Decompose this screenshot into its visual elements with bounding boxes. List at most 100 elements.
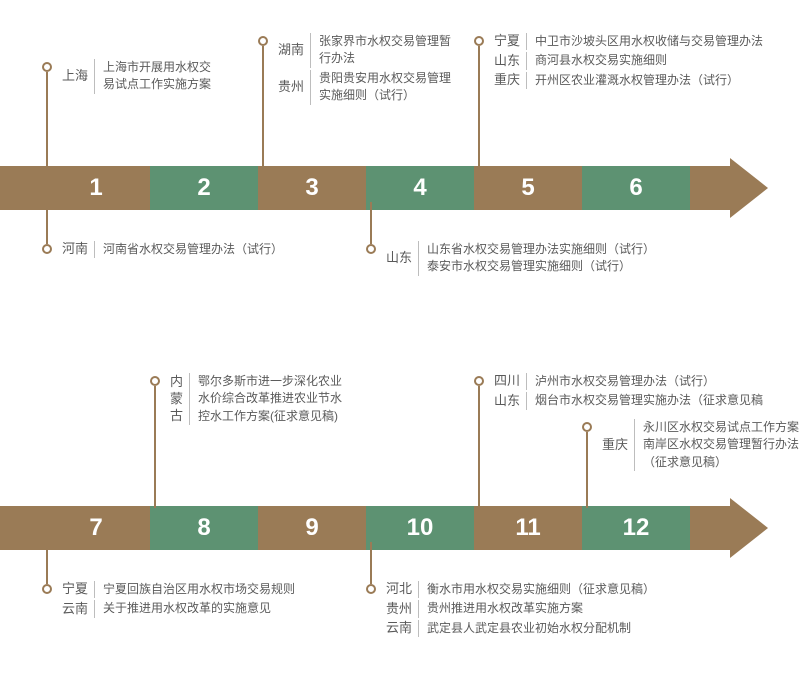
annotation-bottom: 山东山东省水权交易管理办法实施细则（试行）泰安市水权交易管理实施细则（试行） <box>366 244 655 276</box>
annotation-connector-line <box>370 542 372 584</box>
annotation-row: 宁夏中卫市沙坡头区用水权收储与交易管理办法 <box>494 33 763 50</box>
annotation-text-line: 张家界市水权交易管理暂 <box>319 33 451 50</box>
annotation-dot-icon <box>366 584 376 594</box>
annotation-connector-line <box>262 46 264 168</box>
annotation-text-line: 烟台市水权交易管理实施办法（征求意见稿 <box>535 392 763 409</box>
annotation-text-line: （征求意见稿） <box>643 454 799 471</box>
annotation-text-line: 上海市开展用水权交 <box>103 59 211 76</box>
province-label: 山东 <box>494 392 526 409</box>
annotation-row: 云南武定县人武定县农业初始水权分配机制 <box>386 620 655 637</box>
timeline-block: 7 <box>42 506 150 550</box>
annotation-text: 关于推进用水权改革的实施意见 <box>97 600 271 617</box>
annotation-divider <box>526 52 527 69</box>
annotation-row: 山东山东省水权交易管理办法实施细则（试行）泰安市水权交易管理实施细则（试行） <box>386 241 655 276</box>
annotation-content: 重庆永川区水权交易试点工作方案南岸区水权交易管理暂行办法（征求意见稿） <box>602 419 799 471</box>
annotation-text-line: 易试点工作实施方案 <box>103 76 211 93</box>
province-label: 云南 <box>386 620 418 637</box>
annotation-text-line: 水价综合改革推进农业节水 <box>198 390 342 407</box>
annotation-row: 内蒙古鄂尔多斯市进一步深化农业水价综合改革推进农业节水控水工作方案(征求意见稿) <box>170 373 342 425</box>
annotation-divider <box>526 33 527 50</box>
annotation-connector-line <box>370 202 372 244</box>
annotation-text-line: 行办法 <box>319 50 451 67</box>
annotation-connector-line <box>478 46 480 168</box>
annotation-text-line: 鄂尔多斯市进一步深化农业 <box>198 373 342 390</box>
province-label: 山东 <box>386 241 418 276</box>
annotation-dot-icon <box>42 244 52 254</box>
province-label: 湖南 <box>278 33 310 68</box>
province-label: 贵州 <box>386 600 418 617</box>
annotation-connector-line <box>586 432 588 508</box>
annotation-row: 云南关于推进用水权改革的实施意见 <box>62 600 295 617</box>
annotation-content: 宁夏中卫市沙坡头区用水权收储与交易管理办法山东商河县水权交易实施细则重庆开州区农… <box>494 33 763 89</box>
province-label: 宁夏 <box>494 33 526 50</box>
annotation-row: 上海上海市开展用水权交易试点工作实施方案 <box>62 59 211 94</box>
annotation-text-line: 实施细则（试行） <box>319 87 451 104</box>
timeline-block: 9 <box>258 506 366 550</box>
annotation-text: 宁夏回族自治区用水权市场交易规则 <box>97 581 295 598</box>
annotation-row: 重庆开州区农业灌溉水权管理办法（试行） <box>494 72 763 89</box>
annotation-text: 永川区水权交易试点工作方案南岸区水权交易管理暂行办法（征求意见稿） <box>637 419 799 471</box>
annotation-text: 泸州市水权交易管理办法（试行） <box>529 373 715 390</box>
annotation-text-line: 山东省水权交易管理办法实施细则（试行） <box>427 241 655 258</box>
arrow-head-icon <box>730 498 768 558</box>
annotation-text-line: 关于推进用水权改革的实施意见 <box>103 600 271 617</box>
annotation-content: 河南河南省水权交易管理办法（试行） <box>62 241 283 258</box>
province-label: 重庆 <box>602 419 634 471</box>
annotation-text: 贵州推进用水权改革实施方案 <box>421 600 583 617</box>
timeline-block: 11 <box>474 506 582 550</box>
annotation-text: 上海市开展用水权交易试点工作实施方案 <box>97 59 211 94</box>
annotation-text-line: 开州区农业灌溉水权管理办法（试行） <box>535 72 739 89</box>
timeline-block: 12 <box>582 506 690 550</box>
arrow-head-icon <box>730 158 768 218</box>
annotation-row: 山东烟台市水权交易管理实施办法（征求意见稿 <box>494 392 763 409</box>
annotation-bottom: 河北衡水市用水权交易实施细则（征求意见稿）贵州贵州推进用水权改革实施方案云南武定… <box>366 584 655 637</box>
province-label: 宁夏 <box>62 581 94 598</box>
annotation-text-line: 永川区水权交易试点工作方案 <box>643 419 799 436</box>
annotation-content: 四川泸州市水权交易管理办法（试行）山东烟台市水权交易管理实施办法（征求意见稿 <box>494 373 763 410</box>
timeline-lead <box>0 166 42 210</box>
province-label: 内蒙古 <box>170 373 189 425</box>
annotation-divider <box>418 620 419 637</box>
annotation-text-line: 南岸区水权交易管理暂行办法 <box>643 436 799 453</box>
annotation-row: 山东商河县水权交易实施细则 <box>494 52 763 69</box>
timeline-bar: 789101112 <box>0 498 768 558</box>
timeline-block: 6 <box>582 166 690 210</box>
annotation-top: 湖南张家界市水权交易管理暂行办法贵州贵阳贵安用水权交易管理实施细则（试行） <box>258 36 451 105</box>
annotation-divider <box>94 581 95 598</box>
annotation-dot-icon <box>474 36 484 46</box>
annotation-text-line: 宁夏回族自治区用水权市场交易规则 <box>103 581 295 598</box>
annotation-text-line: 衡水市用水权交易实施细则（征求意见稿） <box>427 581 655 598</box>
annotation-row: 湖南张家界市水权交易管理暂行办法 <box>278 33 451 68</box>
annotation-divider <box>310 33 311 68</box>
annotation-text-line: 泰安市水权交易管理实施细则（试行） <box>427 258 655 275</box>
province-label: 云南 <box>62 600 94 617</box>
annotation-text: 山东省水权交易管理办法实施细则（试行）泰安市水权交易管理实施细则（试行） <box>421 241 655 276</box>
annotation-dot-icon <box>366 244 376 254</box>
annotation-text-line: 商河县水权交易实施细则 <box>535 52 667 69</box>
annotation-divider <box>418 241 419 276</box>
annotation-dot-icon <box>582 422 592 432</box>
annotation-dot-icon <box>258 36 268 46</box>
annotation-content: 河北衡水市用水权交易实施细则（征求意见稿）贵州贵州推进用水权改革实施方案云南武定… <box>386 581 655 637</box>
timeline-bar: 123456 <box>0 158 768 218</box>
annotation-text-line: 河南省水权交易管理办法（试行） <box>103 241 283 258</box>
annotation-text: 衡水市用水权交易实施细则（征求意见稿） <box>421 581 655 598</box>
annotation-connector-line <box>46 542 48 584</box>
timeline-block: 4 <box>366 166 474 210</box>
annotation-dot-icon <box>42 62 52 72</box>
timeline-connector <box>690 506 730 550</box>
timeline-connector <box>690 166 730 210</box>
annotation-connector-line <box>46 72 48 168</box>
annotation-dot-icon <box>42 584 52 594</box>
timeline-block: 8 <box>150 506 258 550</box>
annotation-text: 张家界市水权交易管理暂行办法 <box>313 33 451 68</box>
province-label: 贵州 <box>278 70 310 105</box>
annotation-bottom: 宁夏宁夏回族自治区用水权市场交易规则云南关于推进用水权改革的实施意见 <box>42 584 295 618</box>
annotation-divider <box>94 241 95 258</box>
annotation-text: 商河县水权交易实施细则 <box>529 52 667 69</box>
annotation-divider <box>418 600 419 617</box>
annotation-text: 开州区农业灌溉水权管理办法（试行） <box>529 72 739 89</box>
timeline-block: 5 <box>474 166 582 210</box>
timeline-block: 2 <box>150 166 258 210</box>
annotation-divider <box>526 72 527 89</box>
